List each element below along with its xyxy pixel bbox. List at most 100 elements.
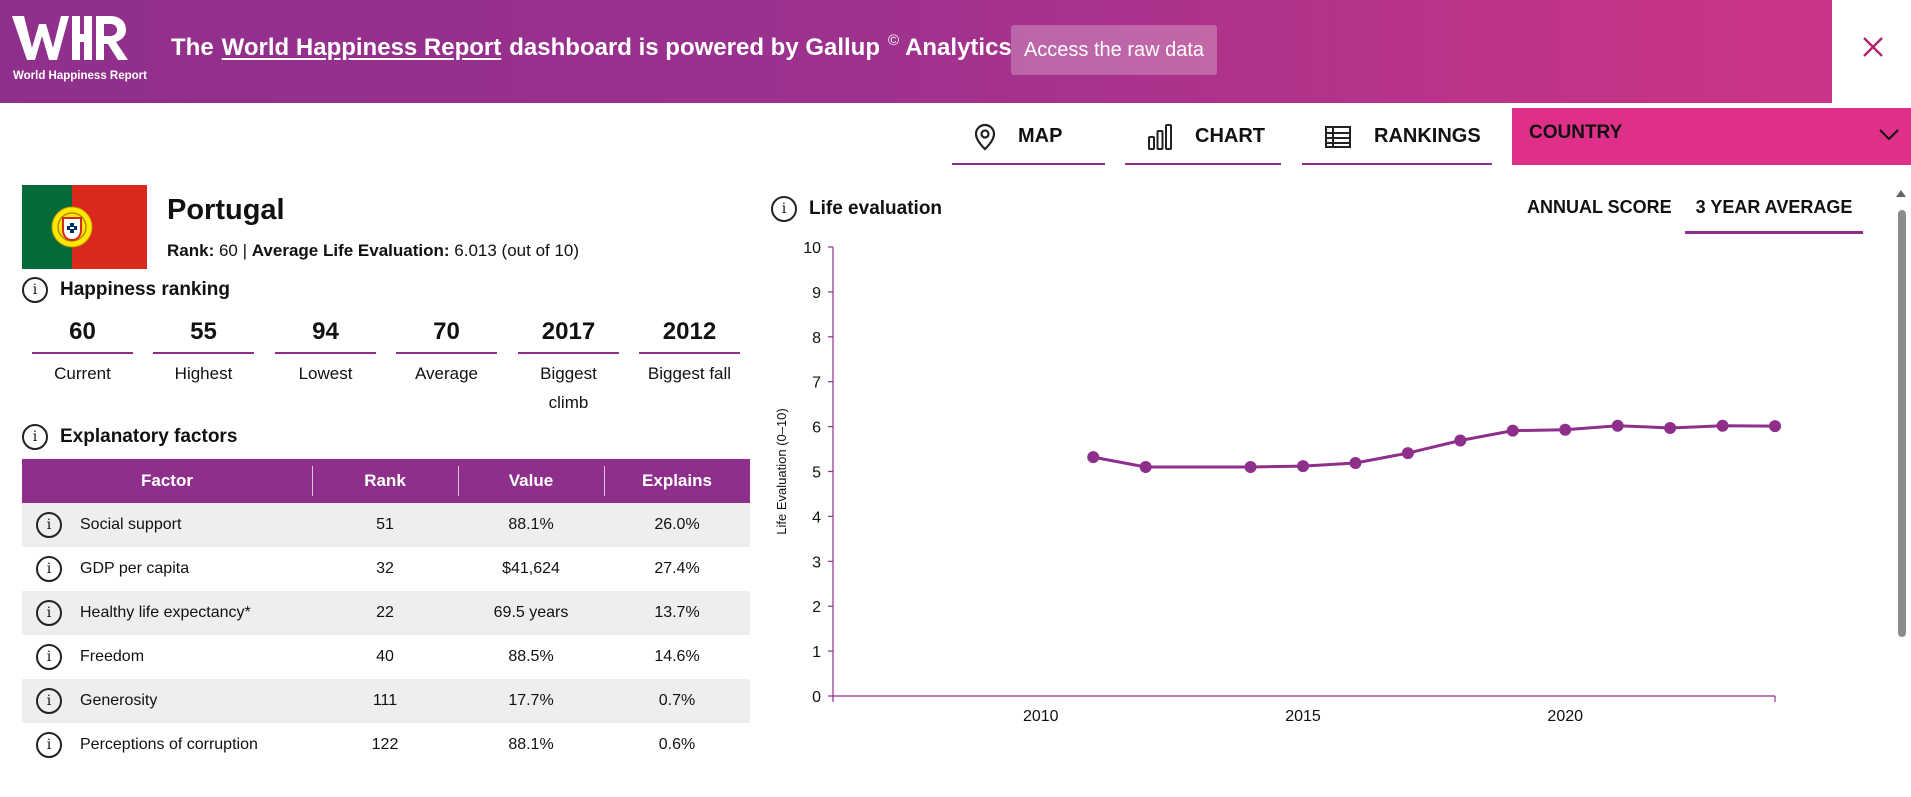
y-tick-label: 6 (812, 420, 821, 437)
data-point (1139, 461, 1152, 474)
life-evaluation-title: Life evaluation (809, 198, 943, 219)
factor-value: $41,624 (502, 560, 560, 577)
info-icon[interactable]: i (22, 424, 48, 450)
rank-highest-label: Highest (174, 364, 233, 383)
whr-logo[interactable]: World Happiness Report (12, 14, 152, 86)
y-tick-label: 9 (812, 285, 821, 302)
banner-text-end: Analytics (905, 34, 1012, 61)
scrollbar-thumb[interactable] (1898, 210, 1906, 637)
life-evaluation-chart: 0 1 2 3 4 5 6 7 8 9 10 2010 2015 2020 Life Evaluation … (774, 240, 1781, 725)
factor-rank: 22 (312, 591, 458, 635)
rank-biggest-climb-value: 2017 (518, 318, 619, 354)
scroll-up-arrow-icon[interactable] (1896, 190, 1906, 197)
banner-text-the: The (171, 34, 214, 61)
factor-rank: 32 (376, 560, 394, 577)
data-point (1664, 421, 1677, 434)
explanatory-factors-heading: i Explanatory factors (22, 424, 237, 450)
explanatory-factors-title: Explanatory factors (60, 426, 238, 447)
info-icon[interactable]: i (36, 512, 62, 538)
rank-current-value: 60 (32, 318, 133, 354)
banner-message: The World Happiness Report dashboard is … (171, 32, 1012, 62)
data-point (1401, 447, 1414, 460)
info-icon[interactable]: i (36, 600, 62, 626)
map-pin-icon (974, 123, 996, 151)
whr-link[interactable]: World Happiness Report (221, 34, 502, 61)
copyright-mark: © (888, 32, 900, 49)
factor-name: GDP per capita (80, 560, 190, 577)
y-tick-label: 0 (812, 689, 821, 706)
header-explains[interactable]: Explains (604, 459, 750, 503)
y-tick-label: 4 (812, 509, 821, 526)
factor-name: Freedom (80, 648, 145, 665)
close-icon[interactable] (1858, 34, 1888, 64)
access-raw-data-button[interactable]: Access the raw data (1011, 25, 1217, 75)
chevron-down-icon (1877, 126, 1901, 147)
factor-value: 88.1% (508, 736, 554, 753)
table-row: i Perceptions of corruption 122 88.1% 0.6… (22, 723, 750, 767)
rank-value: 60 (218, 241, 238, 260)
rank-average: 70 Average (396, 318, 497, 388)
data-point (1349, 456, 1362, 469)
data-point (1716, 419, 1729, 432)
factor-rank: 122 (371, 736, 399, 753)
bar-chart-icon (1147, 123, 1173, 151)
factors-table: Factor Rank Value Explains i Social suppo… (22, 459, 750, 767)
info-icon[interactable]: i (36, 644, 62, 670)
tab-chart[interactable]: CHART (1125, 110, 1281, 165)
rank-lowest: 94 Lowest (275, 318, 376, 388)
rank-biggest-climb-label: Biggest climb (540, 364, 597, 412)
tab-map[interactable]: MAP (952, 110, 1105, 165)
tab-rankings-label: RANKINGS (1374, 125, 1481, 147)
factor-rank: 51 (312, 503, 458, 547)
y-tick-label: 3 (812, 554, 821, 571)
table-row: i GDP per capita 32 $41,624 27.4% (22, 547, 750, 591)
factor-explains: 0.7% (604, 679, 750, 723)
data-point (1769, 420, 1781, 433)
promo-banner: World Happiness Report The World Happine… (0, 0, 1832, 103)
header-value[interactable]: Value (458, 459, 604, 503)
x-tick-label: 2020 (1547, 708, 1583, 725)
info-icon[interactable]: i (22, 277, 48, 303)
info-icon[interactable]: i (36, 688, 62, 714)
factor-name: Healthy life expectancy* (80, 604, 251, 621)
toggle-annual-score[interactable]: ANNUAL SCORE (1527, 197, 1672, 217)
country-select[interactable]: COUNTRY (1512, 108, 1911, 165)
table-row: i Social support 51 88.1% 26.0% (22, 503, 750, 547)
rank-biggest-fall-label: Biggest fall (647, 364, 732, 383)
life-evaluation-heading: i Life evaluation (771, 196, 942, 222)
table-row: i Generosity 111 17.7% 0.7% (22, 679, 750, 723)
factor-explains: 13.7% (604, 591, 750, 635)
happiness-ranking-heading: i Happiness ranking (22, 277, 230, 303)
y-tick-label: 10 (803, 240, 821, 257)
header-rank[interactable]: Rank (312, 459, 458, 503)
country-stats: Rank: 60 | Average Life Evaluation: 6.01… (167, 241, 579, 261)
factor-value: 88.5% (508, 648, 554, 665)
factor-name: Social support (80, 516, 182, 533)
toggle-3-year-average[interactable]: 3 YEAR AVERAGE (1685, 197, 1863, 234)
factor-rank: 40 (376, 648, 394, 665)
info-icon[interactable]: i (771, 196, 797, 222)
tab-map-label: MAP (1018, 125, 1063, 147)
whr-logo-icon (12, 16, 128, 60)
info-icon[interactable]: i (36, 732, 62, 758)
rank-highest-value: 55 (153, 318, 254, 354)
banner-text-mid: dashboard is powered by Gallup (509, 34, 880, 61)
y-tick-label: 7 (812, 375, 821, 392)
tab-rankings[interactable]: RANKINGS (1302, 110, 1492, 165)
factor-explains: 27.4% (654, 560, 700, 577)
table-header-row: Factor Rank Value Explains (22, 459, 750, 503)
stats-separator: | (242, 241, 248, 260)
rank-lowest-label: Lowest (298, 364, 353, 383)
table-icon (1324, 125, 1352, 149)
country-name: Portugal (167, 194, 285, 226)
table-row: i Healthy life expectancy* 22 69.5 years … (22, 591, 750, 635)
factor-explains: 14.6% (654, 648, 700, 665)
rank-average-label: Average (414, 364, 478, 383)
data-point (1087, 451, 1100, 464)
happiness-ranking-title: Happiness ranking (60, 279, 230, 300)
y-tick-label: 2 (812, 599, 821, 616)
header-factor[interactable]: Factor (22, 459, 312, 503)
info-icon[interactable]: i (36, 556, 62, 582)
factor-value: 69.5 years (458, 591, 604, 635)
factor-explains: 26.0% (604, 503, 750, 547)
